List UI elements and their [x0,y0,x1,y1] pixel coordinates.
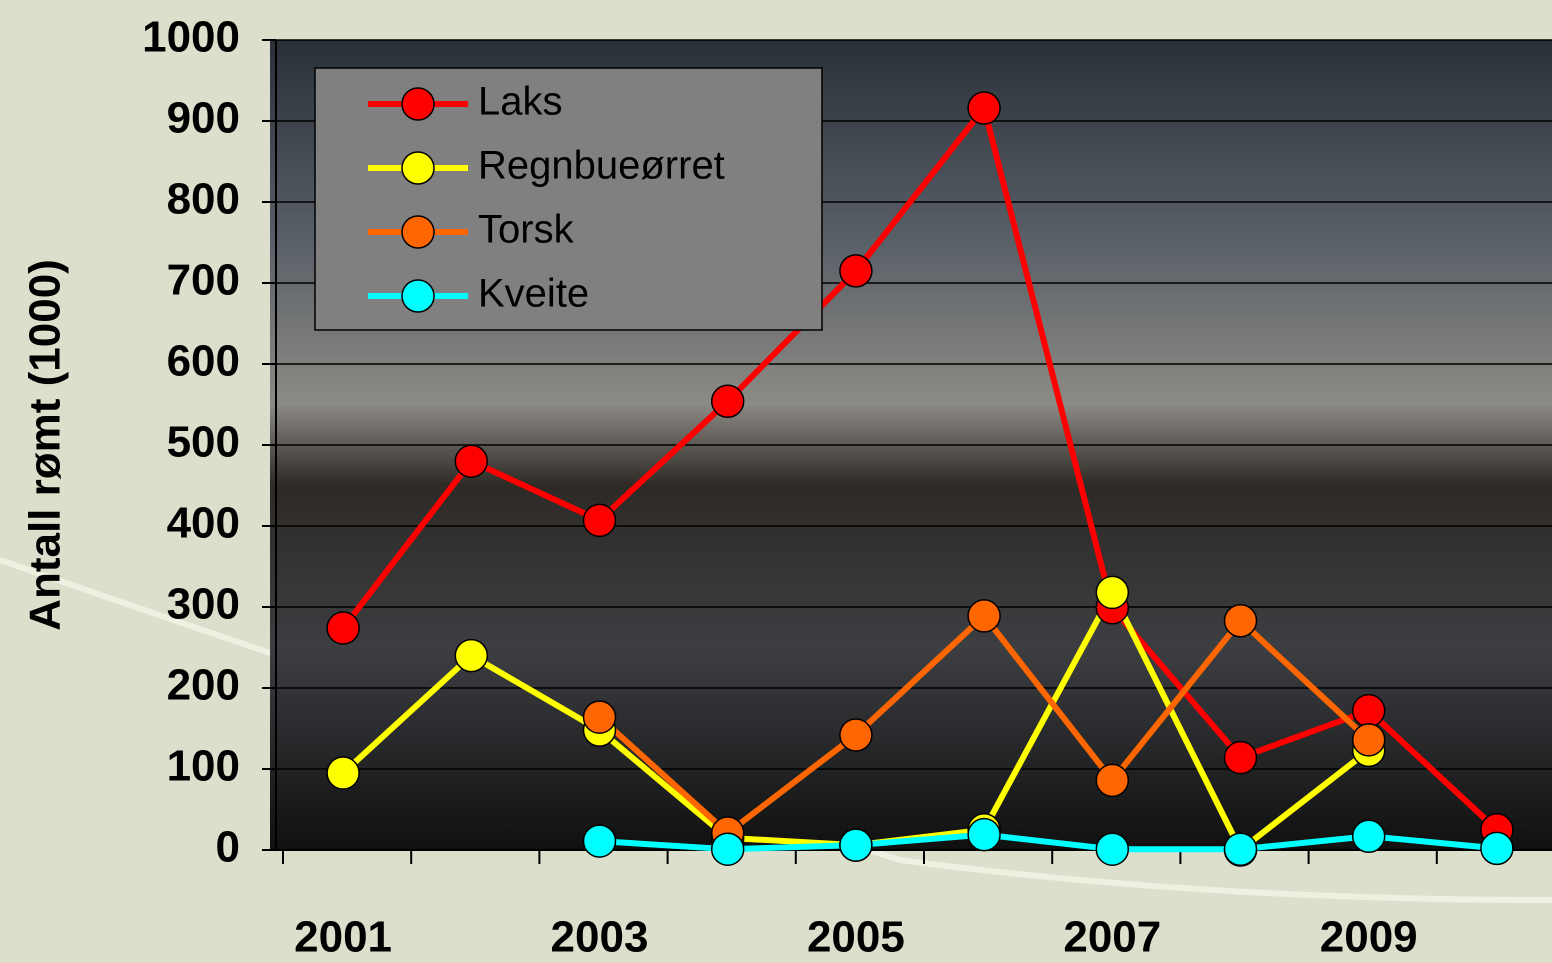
legend-marker [402,88,434,120]
data-point [1353,695,1385,727]
data-point [840,719,872,751]
legend-label: Laks [478,80,563,124]
data-point [1225,605,1257,637]
x-tick-label: 2007 [1063,913,1161,962]
data-point [712,833,744,865]
data-point [1481,832,1513,864]
data-point [1225,833,1257,865]
data-point [968,819,1000,851]
y-tick-label: 700 [167,256,240,305]
y-tick-label: 800 [167,175,240,224]
data-point [712,385,744,417]
data-point [1096,833,1128,865]
data-point [1225,742,1257,774]
legend-label: Regnbueørret [478,144,725,188]
x-tick-label: 2003 [551,913,649,962]
y-tick-label: 100 [167,742,240,791]
y-tick-label: 600 [167,337,240,386]
x-tick-label: 2001 [294,913,392,962]
data-point [584,504,616,536]
legend-label: Torsk [478,208,575,252]
data-point [455,445,487,477]
y-tick-label: 300 [167,580,240,629]
data-point [1353,724,1385,756]
data-point [1096,764,1128,796]
chart: Antall rømt (1000) 0 100 200 300 400 500 600 70… [0,0,1552,963]
y-tick-label: 1000 [142,13,240,62]
data-point [327,757,359,789]
data-point [1096,576,1128,608]
legend-label: Kveite [478,272,589,316]
data-point [1353,820,1385,852]
legend-marker [402,152,434,184]
y-tick-label: 400 [167,499,240,548]
x-tick-label: 2009 [1320,913,1418,962]
x-tick-label: 2005 [807,913,905,962]
y-tick-label: 200 [167,661,240,710]
data-point [968,600,1000,632]
data-point [584,701,616,733]
data-point [840,829,872,861]
data-point [455,640,487,672]
y-tick-label: 500 [167,418,240,467]
data-point [840,255,872,287]
y-tick-label: 0 [216,823,240,872]
legend-marker [402,280,434,312]
data-point [584,825,616,857]
y-axis-label: Antall rømt (1000) [21,259,70,631]
y-tick-label: 900 [167,94,240,143]
data-point [968,92,1000,124]
data-point [327,612,359,644]
legend-marker [402,216,434,248]
